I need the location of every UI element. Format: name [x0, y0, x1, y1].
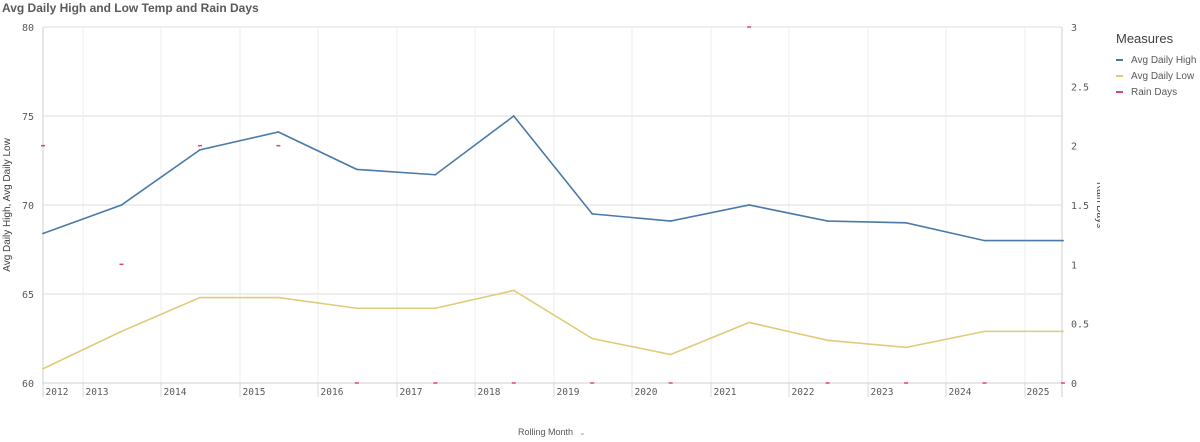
- chart-labels: 60 65 70 75 80 0 0.5 1 1.5 2 2.5 3 2012 2013 2014 2015 2…: [2, 23, 1100, 398]
- avg-daily-high-line: [42, 114, 1063, 242]
- y2-tick-label: 0: [1071, 379, 1077, 390]
- x-tick-label: 2019: [557, 387, 580, 398]
- y2-axis-title: Rain Days: [1094, 182, 1100, 228]
- avg-daily-high-point: [591, 213, 594, 215]
- x-tick-label: 2012: [46, 387, 69, 398]
- legend-swatch-icon: [1116, 75, 1123, 77]
- avg-daily-high-point: [905, 221, 907, 224]
- x-axis-title: Rolling Month: [518, 427, 574, 437]
- avg-daily-high-point: [42, 232, 44, 235]
- x-tick-label: 2013: [86, 387, 109, 398]
- y-tick-label: 75: [22, 112, 34, 123]
- avg-daily-low-point: [591, 337, 594, 340]
- x-tick-label: 2022: [792, 387, 815, 398]
- y2-tick-label: 3: [1071, 23, 1077, 34]
- chart-axes: [42, 27, 1063, 397]
- legend-label: Rain Days: [1131, 86, 1178, 98]
- x-tick-label: 2021: [714, 387, 737, 398]
- x-tick-label: 2018: [478, 387, 501, 398]
- y2-tick-label: 2.5: [1071, 82, 1089, 93]
- avg-daily-high-point: [748, 204, 751, 206]
- avg-daily-high-point: [669, 220, 672, 222]
- avg-daily-low-point: [277, 296, 280, 299]
- avg-daily-low-point: [199, 296, 201, 299]
- avg-daily-low-point: [905, 346, 907, 349]
- y2-tick-label: 1.5: [1071, 201, 1089, 212]
- avg-daily-high-point: [120, 204, 123, 206]
- y-tick-label: 80: [22, 23, 34, 34]
- avg-daily-low-line: [42, 289, 1063, 370]
- avg-daily-low-point: [512, 289, 515, 292]
- avg-daily-low-point: [434, 307, 437, 310]
- avg-daily-low-point: [826, 339, 829, 342]
- avg-daily-low-point: [355, 307, 358, 310]
- avg-daily-high-point: [277, 131, 280, 133]
- legend-item-avg-daily-high[interactable]: Avg Daily High: [1116, 52, 1196, 68]
- x-tick-label: 2015: [243, 387, 266, 398]
- avg-daily-high-point: [1062, 239, 1064, 242]
- legend-title: Measures: [1116, 31, 1174, 46]
- chevron-down-icon: ⌄: [579, 427, 586, 437]
- avg-daily-low-point: [983, 330, 986, 333]
- legend-swatch-icon: [1116, 59, 1123, 61]
- avg-daily-low-point: [42, 367, 44, 370]
- y2-tick-label: 2: [1071, 142, 1077, 153]
- x-tick-label: 2024: [949, 387, 972, 398]
- y-tick-label: 70: [22, 201, 34, 212]
- y-axis-title: Avg Daily High, Avg Daily Low: [2, 137, 13, 271]
- x-tick-label: 2017: [400, 387, 423, 398]
- legend-item-avg-daily-low[interactable]: Avg Daily Low: [1116, 68, 1196, 84]
- y2-tick-label: 0.5: [1071, 320, 1089, 331]
- legend-label: Avg Daily High: [1131, 54, 1197, 66]
- chart-series: [41, 26, 1065, 384]
- x-tick-label: 2016: [321, 387, 344, 398]
- x-tick-label: 2020: [635, 387, 658, 398]
- avg-daily-low-point: [1062, 330, 1064, 333]
- y-tick-label: 60: [22, 379, 34, 390]
- line-chart: 60 65 70 75 80 0 0.5 1 1.5 2 2.5 3 2012 2013 2014 2015 2…: [2, 23, 1100, 398]
- x-tick-label: 2025: [1027, 387, 1050, 398]
- avg-daily-high-point: [199, 148, 201, 151]
- legend-item-rain-days[interactable]: Rain Days: [1116, 84, 1196, 100]
- legend-swatch-icon: [1116, 91, 1123, 93]
- avg-daily-high-point: [826, 220, 829, 222]
- avg-daily-low-point: [748, 321, 751, 324]
- avg-daily-low-point: [120, 330, 123, 333]
- avg-daily-high-point: [983, 239, 986, 242]
- avg-daily-high-point: [355, 168, 358, 171]
- legend-label: Avg Daily Low: [1131, 70, 1195, 82]
- avg-daily-high-point: [512, 115, 515, 117]
- x-tick-label: 2023: [871, 387, 894, 398]
- chart-title: Avg Daily High and Low Temp and Rain Day…: [2, 1, 259, 15]
- chart-grid: [43, 26, 1062, 384]
- y2-tick-label: 1: [1071, 260, 1077, 271]
- avg-daily-low-point: [669, 353, 672, 356]
- x-axis-dimension-button[interactable]: Rolling Month ⌄: [518, 427, 586, 437]
- avg-daily-high-point: [434, 173, 437, 176]
- legend: Measures Avg Daily High Avg Daily Low Ra…: [1116, 31, 1196, 100]
- x-tick-label: 2014: [164, 387, 187, 398]
- y-tick-label: 65: [22, 290, 34, 301]
